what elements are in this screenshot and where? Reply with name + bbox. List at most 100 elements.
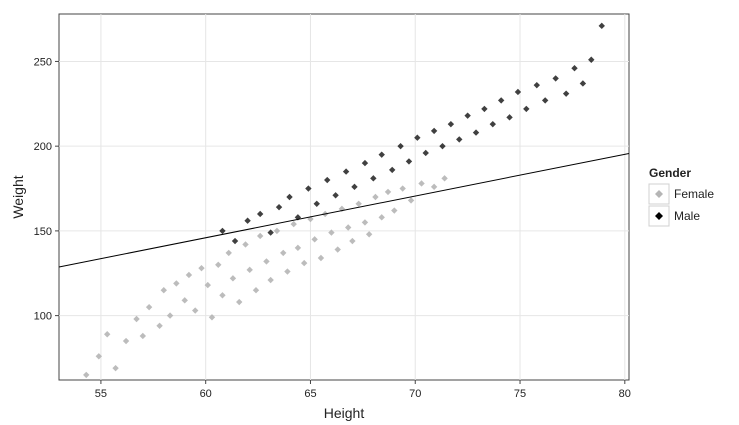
y-axis-title: Weight xyxy=(10,175,26,218)
point-male xyxy=(219,227,226,235)
point-female xyxy=(361,219,369,226)
point-male xyxy=(244,217,251,224)
point-male xyxy=(541,97,549,104)
point-female xyxy=(280,249,287,257)
point-male xyxy=(414,134,421,141)
x-tick-label: 75 xyxy=(514,388,526,400)
point-female xyxy=(242,241,249,248)
point-male xyxy=(579,80,587,87)
point-female xyxy=(204,281,211,289)
point-female xyxy=(407,197,415,204)
x-tick-label: 80 xyxy=(619,388,631,400)
legend-female-diamond-icon xyxy=(655,190,663,198)
point-male xyxy=(456,136,463,143)
point-female xyxy=(430,183,438,191)
y-tick-label: 100 xyxy=(34,311,52,323)
point-female xyxy=(252,286,260,294)
point-female xyxy=(290,220,297,228)
point-female xyxy=(229,275,237,282)
point-male xyxy=(472,129,480,136)
y-tick-label: 150 xyxy=(34,226,52,238)
point-female xyxy=(263,258,270,265)
point-female xyxy=(145,303,153,311)
point-male xyxy=(305,185,312,192)
point-female xyxy=(355,200,362,207)
point-female xyxy=(83,371,90,379)
point-female xyxy=(219,292,226,299)
point-female xyxy=(103,331,111,338)
point-male xyxy=(231,237,239,245)
point-male xyxy=(267,229,274,236)
fit-line xyxy=(58,152,630,268)
point-male xyxy=(256,210,264,218)
point-male xyxy=(397,142,404,150)
point-female xyxy=(441,175,448,182)
point-male xyxy=(370,175,377,182)
point-male xyxy=(332,192,339,199)
point-male xyxy=(506,114,513,121)
point-female xyxy=(185,271,193,279)
point-male xyxy=(422,149,429,157)
grid-lines xyxy=(59,14,629,380)
point-female xyxy=(399,185,406,192)
plot-background xyxy=(58,13,630,381)
point-female xyxy=(139,332,147,340)
legend-title: Gender xyxy=(649,166,691,180)
point-female xyxy=(273,227,281,235)
x-tick-label: 65 xyxy=(304,388,316,400)
x-axis-ticks: 55 60 65 70 75 80 xyxy=(95,380,631,400)
point-female xyxy=(334,246,341,253)
point-female xyxy=(294,244,302,252)
point-female xyxy=(246,266,253,274)
point-female xyxy=(284,268,291,275)
x-tick-label: 60 xyxy=(200,388,212,400)
legend-label-male: Male xyxy=(674,209,700,223)
point-male xyxy=(405,158,413,165)
y-tick-label: 250 xyxy=(34,56,52,68)
point-female xyxy=(378,214,385,221)
x-axis-title: Height xyxy=(324,405,365,421)
point-female xyxy=(256,232,264,240)
point-male xyxy=(388,166,396,174)
legend: Gender Female Male xyxy=(648,166,714,227)
point-male xyxy=(430,127,438,135)
point-female xyxy=(267,276,274,284)
point-female xyxy=(198,264,205,272)
point-female xyxy=(384,188,392,196)
point-female xyxy=(166,312,174,319)
point-female xyxy=(215,261,222,268)
point-male xyxy=(447,120,455,128)
point-male xyxy=(275,203,283,211)
point-male xyxy=(351,183,358,191)
point-male xyxy=(313,200,320,207)
point-male xyxy=(324,176,331,184)
point-female xyxy=(300,259,308,267)
point-female xyxy=(173,280,180,287)
point-male xyxy=(588,56,595,63)
point-male xyxy=(562,90,570,97)
point-female xyxy=(112,364,119,372)
point-male xyxy=(533,81,540,89)
point-female xyxy=(122,337,130,345)
legend-label-female: Female xyxy=(674,187,714,201)
point-male xyxy=(489,120,496,128)
point-male xyxy=(552,75,559,82)
point-female xyxy=(349,237,356,245)
point-female xyxy=(236,298,243,306)
x-tick-label: 55 xyxy=(95,388,107,400)
point-female xyxy=(372,193,379,201)
point-female xyxy=(133,315,140,323)
point-male xyxy=(464,112,471,119)
point-female xyxy=(225,249,232,257)
point-male xyxy=(481,105,488,113)
point-male xyxy=(361,159,369,167)
fit-line-layer xyxy=(58,152,630,268)
point-female xyxy=(192,307,199,314)
point-male xyxy=(378,151,385,158)
point-female xyxy=(317,254,325,262)
point-female xyxy=(311,236,318,243)
point-female xyxy=(418,180,425,187)
point-female xyxy=(344,224,352,231)
point-female xyxy=(160,286,167,294)
